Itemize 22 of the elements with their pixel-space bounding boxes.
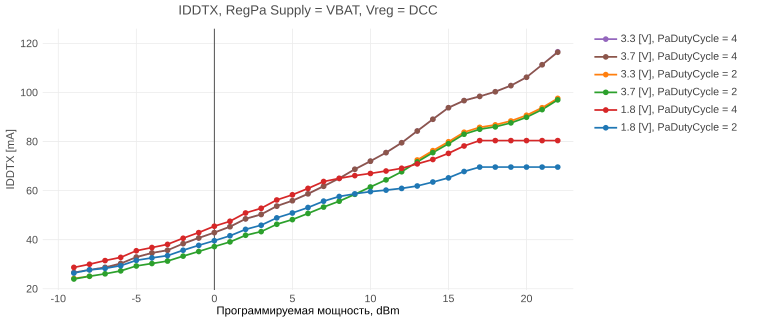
x-tick-label: 15	[443, 294, 454, 302]
x-tick-label: -10	[51, 294, 66, 302]
legend-label: 1.8 [V], PaDutyCycle = 2	[622, 122, 737, 133]
x-axis-title: Программируемая мощность, dBm	[217, 306, 399, 317]
y-tick-label: 20	[26, 285, 38, 293]
y-tick-label: 80	[26, 138, 38, 146]
legend-label: 3.7 [V], PaDutyCycle = 2	[621, 87, 737, 98]
y-tick-label: 60	[26, 186, 38, 194]
legend-label: 3.3 [V], PaDutyCycle = 4	[621, 34, 737, 44]
legend-label: 3.3 [V], PaDutyCycle = 2	[621, 70, 737, 80]
x-tick-label: 10	[365, 294, 376, 302]
y-tick-label: 40	[26, 236, 38, 244]
legend-label: 1.8 [V], PaDutyCycle = 4	[622, 105, 737, 116]
x-tick-label: 0	[212, 294, 217, 302]
chart-title: IDDTX, RegPa Supply = VBAT, Vreg = DCC	[180, 4, 438, 18]
y-tick-label: 100	[20, 88, 38, 96]
x-tick-label: -5	[132, 294, 141, 302]
legend-label: 3.7 [V], PaDutyCycle = 4	[621, 52, 737, 62]
y-axis-title: IDDTX [mA]	[6, 130, 16, 189]
x-tick-label: 20	[521, 294, 532, 302]
y-tick-label: 120	[20, 40, 38, 48]
x-tick-label: 5	[290, 294, 295, 302]
